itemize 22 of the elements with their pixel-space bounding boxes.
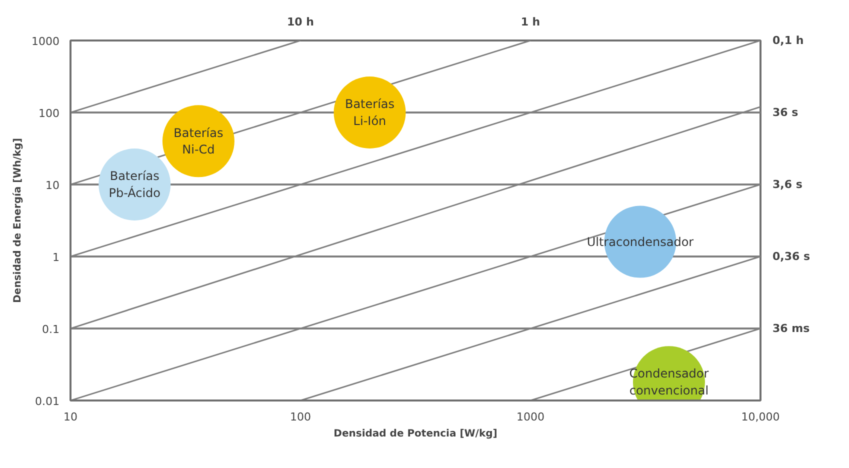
annotation: 0,36 s — [772, 250, 810, 263]
annotation: 10 h — [287, 16, 314, 28]
annotation: 0,1 h — [772, 34, 804, 47]
y-tick-label: 100 — [38, 107, 60, 120]
y-tick-label: 10 — [46, 179, 60, 192]
y-tick-label: 1 — [52, 251, 60, 264]
x-tick-label: 1000 — [516, 410, 545, 424]
series-label: Baterías Pb-Ácido — [108, 169, 161, 200]
series-label: Baterías Li-Ión — [344, 97, 395, 128]
series-label: Baterías Ni-Cd — [174, 126, 224, 157]
annotation: 1 h — [520, 16, 540, 28]
annotation: 36 ms — [772, 322, 810, 335]
y-tick-label: 0.1 — [42, 323, 60, 336]
x-tick-label: 10 — [64, 410, 78, 424]
y-axis-title: Densidad de Energía [Wh/kg] — [12, 138, 24, 303]
x-axis-title: Densidad de Potencia [W/kg] — [334, 428, 498, 440]
annotation: 36 s — [772, 106, 799, 119]
y-tick-label: 1000 — [32, 35, 60, 48]
x-tick-label: 10,000 — [741, 410, 780, 424]
y-tick-label: 0.01 — [35, 395, 60, 408]
annotation: 3,6 s — [772, 178, 803, 191]
x-tick-label: 100 — [290, 410, 311, 424]
